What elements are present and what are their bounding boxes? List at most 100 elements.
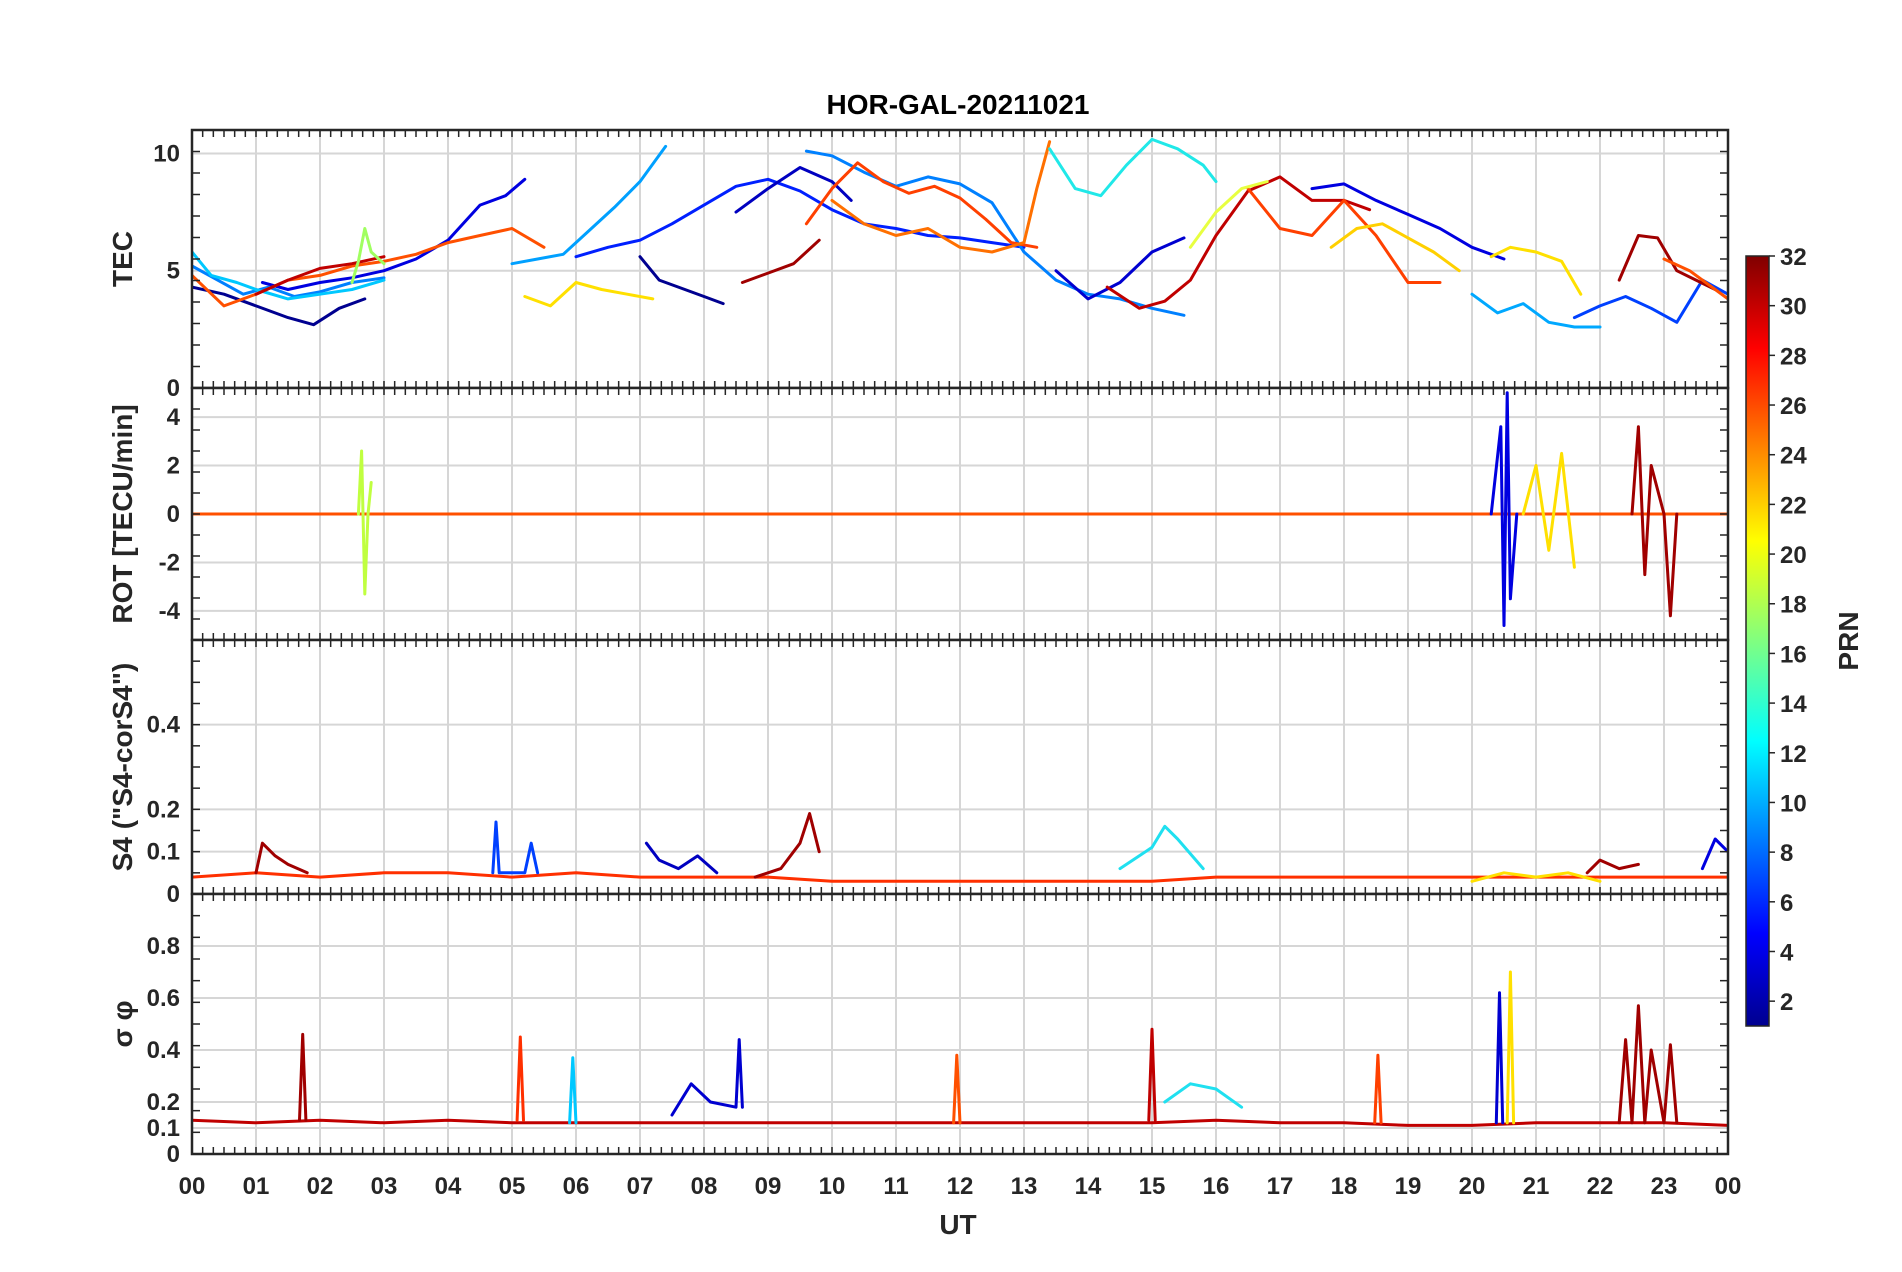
- x-axis-label: UT: [939, 1209, 976, 1240]
- series-line: [1521, 451, 1576, 569]
- series-line: [491, 820, 540, 875]
- series-line: [1373, 1053, 1383, 1125]
- y-tick-label: 0: [167, 881, 180, 908]
- series-line: [1329, 222, 1461, 273]
- series-line: [1489, 391, 1519, 627]
- y-tick-label: 0: [167, 1141, 180, 1168]
- series-line: [192, 264, 386, 298]
- x-tick-label: 14: [1075, 1173, 1102, 1200]
- series-line: [952, 1053, 962, 1125]
- x-tick-label: 17: [1267, 1173, 1294, 1200]
- x-tick-label: 01: [243, 1173, 270, 1200]
- colorbar-tick-label: 26: [1780, 393, 1807, 420]
- series-line: [1118, 824, 1205, 871]
- series-line: [1310, 182, 1506, 261]
- series-line: [192, 227, 546, 308]
- colorbar-tick-label: 30: [1780, 294, 1807, 321]
- series-line: [804, 149, 1186, 317]
- y-tick-label: 0.1: [147, 1115, 180, 1142]
- x-tick-label: 21: [1523, 1173, 1550, 1200]
- series-line: [1054, 236, 1186, 301]
- series-group: [192, 391, 1728, 627]
- y-tick-label: 0.4: [147, 712, 181, 739]
- series-line: [740, 238, 821, 284]
- series-group: [192, 137, 1728, 329]
- series-line: [1585, 858, 1640, 875]
- x-tick-label: 09: [755, 1173, 782, 1200]
- series-line: [1505, 970, 1516, 1125]
- series-line: [1617, 1004, 1679, 1125]
- colorbar-tick-label: 28: [1780, 343, 1807, 370]
- x-tick-label: 02: [307, 1173, 334, 1200]
- series-line: [1246, 187, 1442, 284]
- series-line: [574, 177, 1026, 259]
- y-tick-label: 0.6: [147, 985, 180, 1012]
- colorbar-tick-label: 12: [1780, 741, 1807, 768]
- chart-title: HOR-GAL-20211021: [826, 89, 1089, 120]
- y-tick-label: 2: [167, 453, 180, 480]
- series-line: [260, 177, 527, 291]
- y-tick-label: 0.4: [147, 1037, 181, 1064]
- series-line: [1105, 175, 1372, 310]
- series-line: [734, 166, 853, 214]
- x-tick-label: 16: [1203, 1173, 1230, 1200]
- series-line: [638, 255, 725, 306]
- series-line: [254, 255, 386, 296]
- series-line: [510, 144, 668, 266]
- series-line: [192, 250, 386, 301]
- x-tick-label: 15: [1139, 1173, 1166, 1200]
- colorbar-tick-label: 20: [1780, 542, 1807, 569]
- colorbar-tick-label: 18: [1780, 592, 1807, 619]
- x-tick-label: 06: [563, 1173, 590, 1200]
- series-line: [298, 1032, 308, 1122]
- series-group: [192, 970, 1728, 1127]
- y-tick-label: 4: [167, 404, 181, 431]
- y-tick-label: 0.8: [147, 933, 180, 960]
- y-tick-label: 5: [167, 258, 180, 285]
- series-line: [254, 841, 309, 875]
- series-line: [1700, 837, 1728, 871]
- panel-2: -4 -2 0 2 4 ROT [TECU/min]: [107, 386, 1730, 642]
- series-line: [1147, 1027, 1157, 1122]
- colorbar-tick-label: 22: [1780, 492, 1807, 519]
- series-line: [192, 871, 1728, 883]
- y-axis-label: ROT [TECU/min]: [107, 404, 138, 623]
- x-tick-label: 19: [1395, 1173, 1422, 1200]
- y-tick-label: 0.1: [147, 839, 180, 866]
- colorbar-tick-label: 16: [1780, 641, 1807, 668]
- series-line: [830, 140, 1052, 254]
- series-line: [753, 812, 821, 879]
- series-line: [515, 1035, 525, 1122]
- series-line: [804, 161, 1039, 249]
- y-tick-label: 0: [167, 375, 180, 402]
- series-line: [350, 227, 386, 284]
- x-tick-label: 00: [1715, 1173, 1742, 1200]
- y-tick-label: 10: [153, 140, 180, 167]
- series-line: [1494, 991, 1505, 1125]
- series-line: [523, 281, 655, 308]
- series-line: [670, 1038, 744, 1117]
- series-line: [1489, 245, 1583, 296]
- x-tick-label: 08: [691, 1173, 718, 1200]
- colorbar-strip: [1745, 255, 1770, 1027]
- x-tick-label: 23: [1651, 1173, 1678, 1200]
- series-line: [1617, 234, 1717, 291]
- series-line: [1048, 137, 1218, 198]
- series-line: [1662, 257, 1728, 301]
- y-axis-label: S4 ("S4-corS4"): [107, 663, 138, 872]
- series-line: [192, 285, 367, 327]
- y-tick-label: 0: [167, 501, 180, 528]
- series-group: [192, 812, 1728, 883]
- x-tick-label: 10: [819, 1173, 846, 1200]
- y-tick-label: 0.2: [147, 1089, 180, 1116]
- x-tick-label: 11: [883, 1173, 908, 1200]
- colorbar-tick-label: 2: [1780, 989, 1793, 1016]
- y-tick-label: -2: [159, 549, 180, 576]
- colorbar-tick-label: 10: [1780, 790, 1807, 817]
- x-tick-label: 13: [1011, 1173, 1038, 1200]
- series-line: [356, 449, 373, 596]
- colorbar-tick-label: 8: [1780, 840, 1793, 867]
- x-tick-label: 05: [499, 1173, 526, 1200]
- series-line: [568, 1056, 578, 1125]
